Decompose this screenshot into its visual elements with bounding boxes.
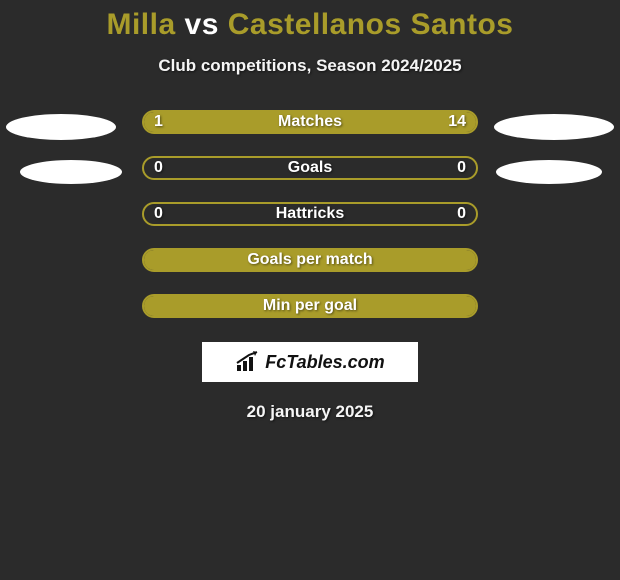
stat-value-right: 14 — [448, 112, 466, 132]
title-player2: Castellanos Santos — [228, 8, 514, 41]
decor-ellipse — [6, 114, 116, 140]
stat-label: Matches — [144, 112, 476, 132]
stat-bar: Goals0 0 — [142, 156, 478, 180]
stat-label: Goals — [144, 158, 476, 178]
decor-ellipse — [494, 114, 614, 140]
brand-text: FcTables.com — [265, 352, 384, 373]
stat-label: Hattricks — [144, 204, 476, 224]
comparison-card: Milla vs Castellanos Santos Club competi… — [0, 0, 620, 422]
stat-label: Min per goal — [144, 296, 476, 316]
stat-value-left: 0 — [154, 204, 163, 224]
stat-value-left: 0 — [154, 158, 163, 178]
stat-row: Goals0 0 — [0, 156, 620, 202]
page-title: Milla vs Castellanos Santos — [0, 8, 620, 42]
title-player1: Milla — [106, 8, 175, 41]
date-label: 20 january 2025 — [0, 402, 620, 422]
stat-row: Hattricks0 0 — [0, 202, 620, 248]
stat-bar: Hattricks0 0 — [142, 202, 478, 226]
stat-bar: Goals per match — [142, 248, 478, 272]
stat-value-left: 1 — [154, 112, 163, 132]
stat-row: Goals per match — [0, 248, 620, 294]
decor-ellipse — [496, 160, 602, 184]
stat-bar: Matches1 14 — [142, 110, 478, 134]
brand-main: Tables — [286, 352, 342, 372]
stat-value-right: 0 — [457, 158, 466, 178]
stat-row: Min per goal — [0, 294, 620, 340]
chart-icon — [235, 351, 261, 373]
stat-label: Goals per match — [144, 250, 476, 270]
stat-bar: Min per goal — [142, 294, 478, 318]
title-vs: vs — [185, 8, 219, 41]
brand-suffix: .com — [343, 352, 385, 372]
stats-area: Matches114Goals00Hattricks00Goals per ma… — [0, 110, 620, 340]
subtitle: Club competitions, Season 2024/2025 — [0, 56, 620, 76]
stat-value-right: 0 — [457, 204, 466, 224]
brand-prefix: Fc — [265, 352, 286, 372]
decor-ellipse — [20, 160, 122, 184]
stat-row: Matches1 14 — [0, 110, 620, 156]
brand-logo: FcTables.com — [202, 342, 418, 382]
